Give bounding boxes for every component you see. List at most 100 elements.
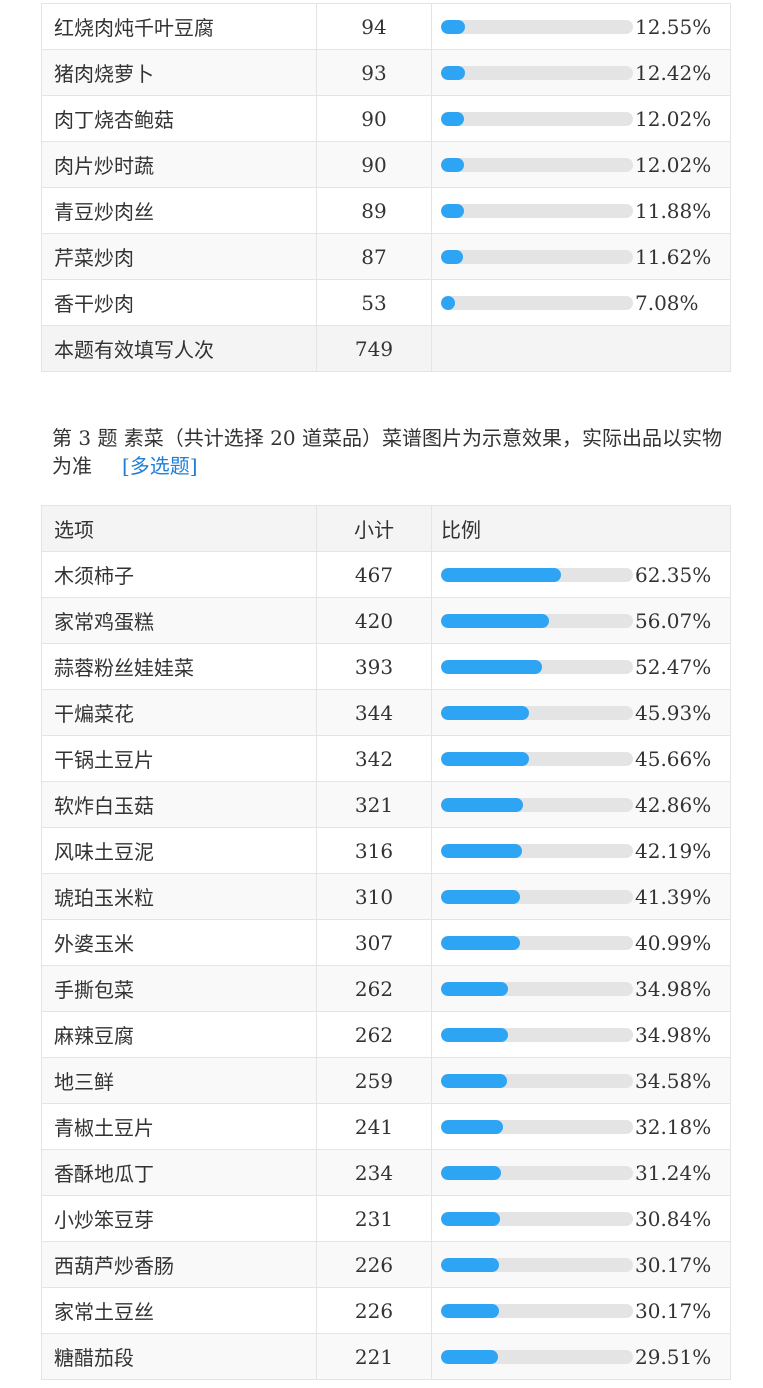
table-row: 香干炒肉 53 7.08% [41,279,731,326]
table-row: 青椒土豆片 241 32.18% [41,1103,731,1150]
header-option: 选项 [41,505,317,552]
table-row: 家常土豆丝 226 30.17% [41,1287,731,1334]
table-row: 红烧肉炖千叶豆腐 94 12.55% [41,3,731,50]
total-count: 749 [316,325,432,372]
total-row: 本题有效填写人次 749 [41,325,731,372]
ratio-percent: 40.99% [635,930,712,955]
ratio-percent: 56.07% [635,608,712,633]
ratio-bar-group: 32.18% [441,1115,730,1139]
ratio-bar-track [441,203,633,218]
table-row: 风味土豆泥 316 42.19% [41,827,731,874]
ratio-cell: 56.07% [431,597,731,644]
ratio-bar-track [441,19,633,34]
ratio-bar-fill [441,111,465,126]
question-3-heading: 第 3 题 素菜（共计选择 20 道菜品）菜谱图片为示意效果，实际出品以实物为准… [52,424,722,480]
ratio-bar-group: 11.88% [441,199,730,223]
ratio-bar-track [441,1349,633,1364]
option-label: 风味土豆泥 [41,827,317,874]
ratio-bar-fill [441,889,521,904]
ratio-cell: 11.88% [431,187,731,234]
table-row: 干锅土豆片 342 45.66% [41,735,731,782]
ratio-percent: 30.17% [635,1252,712,1277]
ratio-bar-group: 34.58% [441,1069,730,1093]
total-label: 本题有效填写人次 [41,325,317,372]
ratio-percent: 30.17% [635,1298,712,1323]
option-count: 53 [316,279,432,326]
table-row: 软炸白玉菇 321 42.86% [41,781,731,828]
ratio-percent: 11.88% [635,198,712,223]
option-count: 262 [316,1011,432,1058]
question-type-label: [多选题] [122,454,198,478]
ratio-cell: 11.62% [431,233,731,280]
ratio-bar-fill [441,19,466,34]
header-count: 小计 [316,505,432,552]
ratio-bar-group: 34.98% [441,1023,730,1047]
ratio-percent: 45.93% [635,700,712,725]
option-label: 手撕包菜 [41,965,317,1012]
table-row: 肉丁烧杏鲍菇 90 12.02% [41,95,731,142]
ratio-bar-track [441,981,633,996]
ratio-bar-group: 12.42% [441,61,730,85]
ratio-bar-track [441,111,633,126]
ratio-bar-fill [441,981,509,996]
ratio-percent: 12.55% [635,14,712,39]
header-ratio: 比例 [431,505,731,552]
ratio-bar-fill [441,1257,499,1272]
ratio-percent: 32.18% [635,1114,712,1139]
q2-results-body: 红烧肉炖千叶豆腐 94 12.55% 猪肉烧萝卜 93 12.42% 肉丁烧杏鲍菇 90 12.… [41,3,731,372]
ratio-cell: 29.51% [431,1333,731,1380]
ratio-percent: 34.98% [635,976,712,1001]
ratio-bar-group: 34.98% [441,977,730,1001]
option-label: 青椒土豆片 [41,1103,317,1150]
option-label: 地三鲜 [41,1057,317,1104]
ratio-bar-track [441,295,633,310]
ratio-bar-group: 41.39% [441,885,730,909]
option-label: 干煸菜花 [41,689,317,736]
table-row: 干煸菜花 344 45.93% [41,689,731,736]
ratio-bar-fill [441,249,464,264]
ratio-bar-fill [441,659,542,674]
ratio-cell: 30.17% [431,1287,731,1334]
option-count: 231 [316,1195,432,1242]
option-label: 外婆玉米 [41,919,317,966]
ratio-percent: 12.42% [635,60,712,85]
option-label: 西葫芦炒香肠 [41,1241,317,1288]
ratio-bar-group: 62.35% [441,563,730,587]
table-row: 麻辣豆腐 262 34.98% [41,1011,731,1058]
ratio-bar-group: 56.07% [441,609,730,633]
ratio-bar-track [441,613,633,628]
table-row: 蒜蓉粉丝娃娃菜 393 52.47% [41,643,731,690]
option-count: 393 [316,643,432,690]
table-row: 芹菜炒肉 87 11.62% [41,233,731,280]
table-row: 小炒笨豆芽 231 30.84% [41,1195,731,1242]
ratio-percent: 31.24% [635,1160,712,1185]
option-count: 226 [316,1241,432,1288]
option-label: 琥珀玉米粒 [41,873,317,920]
ratio-cell: 42.19% [431,827,731,874]
ratio-bar-fill [441,935,520,950]
ratio-cell: 34.98% [431,965,731,1012]
option-count: 89 [316,187,432,234]
ratio-bar-group: 30.84% [441,1207,730,1231]
ratio-percent: 29.51% [635,1344,712,1369]
table-row: 糖醋茄段 221 29.51% [41,1333,731,1380]
option-count: 226 [316,1287,432,1334]
option-label: 肉片炒时蔬 [41,141,317,188]
ratio-bar-group: 31.24% [441,1161,730,1185]
ratio-bar-group: 40.99% [441,931,730,955]
ratio-percent: 45.66% [635,746,712,771]
ratio-bar-fill [441,203,464,218]
option-count: 221 [316,1333,432,1380]
option-label: 蒜蓉粉丝娃娃菜 [41,643,317,690]
table-row: 西葫芦炒香肠 226 30.17% [41,1241,731,1288]
ratio-cell: 30.84% [431,1195,731,1242]
ratio-cell: 45.66% [431,735,731,782]
option-count: 420 [316,597,432,644]
ratio-percent: 62.35% [635,562,712,587]
option-label: 家常鸡蛋糕 [41,597,317,644]
table-row: 地三鲜 259 34.58% [41,1057,731,1104]
ratio-bar-fill [441,797,524,812]
option-label: 红烧肉炖千叶豆腐 [41,3,317,50]
ratio-bar-group: 30.17% [441,1299,730,1323]
ratio-bar-fill [441,157,465,172]
